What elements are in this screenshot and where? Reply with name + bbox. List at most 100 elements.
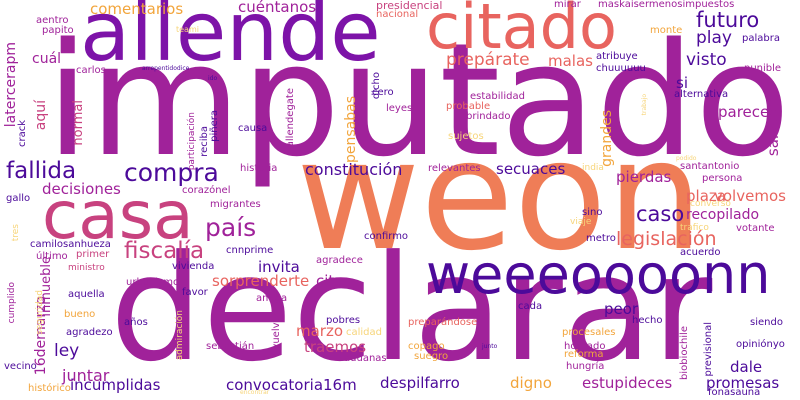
cloud-word: bueno bbox=[64, 309, 96, 320]
cloud-word: agradece bbox=[316, 255, 363, 266]
cloud-word: mirar bbox=[554, 0, 581, 10]
cloud-word: cita bbox=[316, 272, 344, 290]
cloud-word: peor bbox=[604, 300, 639, 318]
cloud-word: aquí bbox=[33, 100, 49, 131]
cloud-word: metro bbox=[586, 233, 616, 244]
cloud-word: camilosanhueza bbox=[30, 239, 111, 250]
cloud-word: digno bbox=[510, 374, 552, 392]
cloud-word: hungría bbox=[566, 361, 605, 372]
cloud-word: declarar bbox=[110, 224, 713, 394]
cloud-word: monte bbox=[650, 25, 683, 36]
cloud-word: brindado bbox=[466, 111, 511, 122]
cloud-word: dale bbox=[730, 358, 763, 376]
cloud-word: persona bbox=[702, 173, 743, 184]
cloud-word: fonasauna bbox=[708, 387, 761, 398]
cloud-word: imputado bbox=[46, 9, 791, 191]
cloud-word: weon bbox=[296, 107, 704, 284]
cloud-word: si bbox=[676, 74, 688, 92]
cloud-word: incumplidas bbox=[70, 376, 161, 394]
cloud-word: biobiochile bbox=[679, 326, 690, 381]
cloud-word: primer bbox=[76, 249, 110, 260]
cloud-word: gallo bbox=[6, 193, 31, 204]
cloud-word: convocatoria16m bbox=[226, 376, 357, 394]
cloud-word: sebastián bbox=[206, 341, 255, 352]
cloud-word: trafico bbox=[680, 223, 709, 233]
cloud-word: previsional bbox=[703, 322, 714, 377]
cloud-word: encontrar bbox=[240, 389, 270, 396]
cloud-word: cuál bbox=[32, 51, 62, 67]
cloud-word: preparándose bbox=[408, 317, 478, 328]
cloud-word: admiración bbox=[175, 310, 185, 361]
cloud-word: palabra bbox=[742, 33, 780, 44]
cloud-word: podido bbox=[676, 155, 697, 162]
cloud-word: carlos bbox=[76, 65, 106, 76]
cloud-word: trabajo bbox=[641, 94, 648, 116]
cloud-word: cumplido bbox=[7, 282, 17, 324]
cloud-word: futuro bbox=[696, 8, 760, 32]
cloud-word: copago bbox=[408, 341, 445, 352]
cloud-word: dicho bbox=[371, 72, 382, 100]
cloud-word: prepárate bbox=[446, 50, 530, 70]
cloud-word: malas bbox=[548, 52, 593, 70]
cloud-word: siendo bbox=[750, 317, 783, 328]
cloud-word: atribuye bbox=[596, 51, 638, 62]
cloud-word: agradezo bbox=[66, 327, 113, 338]
cloud-word: cuéntanos bbox=[238, 0, 317, 16]
cloud-word: vuelvan bbox=[271, 310, 282, 350]
cloud-word: vecino bbox=[4, 361, 37, 372]
cloud-word: histórico bbox=[28, 383, 71, 394]
cloud-word: historia bbox=[240, 163, 278, 174]
cloud-word: estabilidad bbox=[470, 91, 525, 102]
cloud-word: recopilado bbox=[686, 207, 760, 223]
cloud-word: legislación bbox=[616, 228, 717, 250]
cloud-word: junto bbox=[482, 343, 498, 350]
cloud-word: visto bbox=[686, 50, 727, 70]
cloud-word: probable bbox=[446, 101, 491, 112]
cloud-word: causa bbox=[238, 123, 268, 134]
cloud-word: marzo bbox=[296, 322, 344, 340]
cloud-word: nacional bbox=[376, 9, 419, 20]
cloud-word: traemos bbox=[304, 338, 367, 356]
cloud-word: migrantes bbox=[210, 199, 261, 210]
cloud-word: allende bbox=[80, 0, 381, 80]
cloud-word: juntar bbox=[62, 366, 110, 385]
cloud-word: normal bbox=[71, 100, 86, 146]
cloud-word: votante bbox=[736, 223, 775, 234]
cloud-word: secuaces bbox=[496, 160, 566, 178]
cloud-word: plaza bbox=[686, 187, 726, 205]
cloud-word: estupideces bbox=[582, 374, 673, 392]
cloud-word: honrado bbox=[564, 341, 606, 352]
cloud-word: país bbox=[205, 213, 257, 242]
cloud-word: latercerapm bbox=[3, 42, 19, 128]
cloud-word: grandes bbox=[599, 110, 615, 167]
cloud-word: procesales bbox=[562, 327, 616, 338]
cloud-word: casa bbox=[42, 177, 194, 254]
cloud-word: cada bbox=[518, 301, 543, 312]
cloud-word: confirmo bbox=[364, 231, 409, 242]
cloud-word: corazónel bbox=[182, 185, 231, 196]
cloud-word: caso bbox=[636, 202, 685, 226]
cloud-word: salvador bbox=[764, 92, 782, 157]
cloud-word: ministro bbox=[68, 263, 105, 273]
cloud-word: pierdas bbox=[616, 168, 672, 186]
cloud-word: sorprenderte bbox=[212, 272, 310, 290]
cloud-word: tres bbox=[11, 224, 21, 242]
cloud-word: aduanas bbox=[344, 353, 387, 364]
cloud-word: leyes bbox=[386, 103, 413, 114]
cloud-word: parece bbox=[718, 103, 770, 121]
cloud-word: despilfarro bbox=[380, 374, 460, 392]
cloud-word: reforma bbox=[564, 349, 604, 360]
cloud-word: cero bbox=[372, 87, 394, 98]
cloud-word: ido bbox=[208, 75, 218, 82]
cloud-word: decisiones bbox=[42, 180, 121, 198]
cloud-word: punible bbox=[744, 63, 782, 74]
cloud-word: último bbox=[36, 251, 68, 262]
cloud-word: pensabas bbox=[343, 96, 359, 164]
cloud-word: amiga bbox=[256, 293, 288, 304]
cloud-word: viaje bbox=[570, 217, 592, 227]
cloud-word: compra bbox=[124, 158, 219, 187]
cloud-word: suegro bbox=[414, 351, 449, 362]
cloud-word: opiniónyo bbox=[736, 339, 785, 350]
cloud-word: invita bbox=[258, 258, 300, 276]
